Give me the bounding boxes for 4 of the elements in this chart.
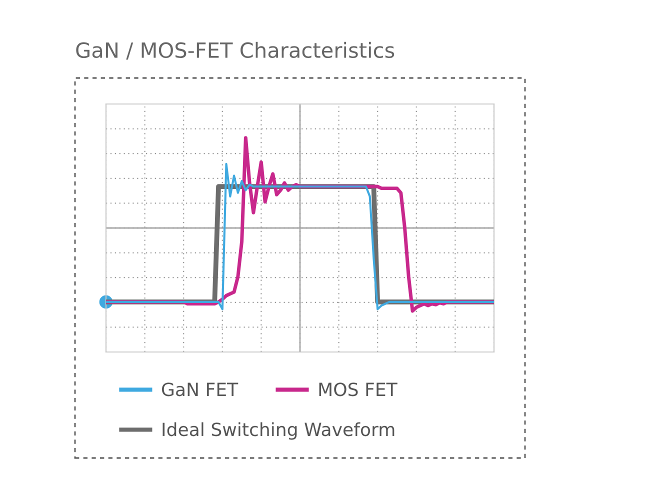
legend-label: MOS FET [319,382,398,396]
legend-label: Ideal Switching Waveform [162,422,394,440]
chart-title: GaN / MOS-FET Characteristics [76,42,394,60]
legend-label: GaN FET [162,382,238,396]
